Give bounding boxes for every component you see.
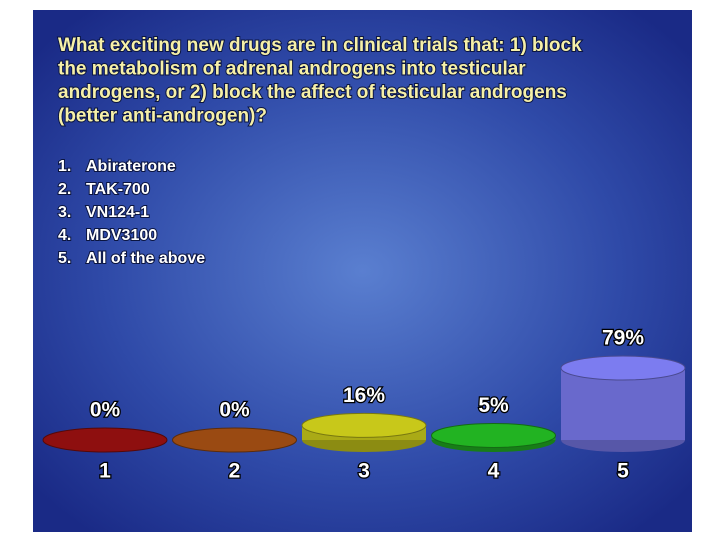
option-text: Abiraterone bbox=[86, 158, 176, 175]
value-label: 16% bbox=[343, 384, 385, 407]
value-label: 0% bbox=[219, 399, 250, 422]
option-number: 5. bbox=[58, 250, 71, 267]
cylinder-top bbox=[301, 412, 427, 438]
option-text: MDV3100 bbox=[86, 227, 157, 244]
category-label: 2 bbox=[229, 460, 241, 483]
option-text: VN124-1 bbox=[86, 204, 149, 221]
category-label: 1 bbox=[99, 460, 111, 483]
title-line: androgens, or 2) block the affect of tes… bbox=[58, 82, 567, 103]
category-label: 5 bbox=[617, 460, 629, 483]
option-number: 2. bbox=[58, 181, 71, 198]
category-label: 3 bbox=[358, 460, 370, 483]
option-number: 3. bbox=[58, 204, 71, 221]
title-line: (better anti-androgen)? bbox=[58, 106, 267, 127]
option-text: All of the above bbox=[86, 250, 205, 267]
category-label: 4 bbox=[488, 460, 500, 483]
option-number: 4. bbox=[58, 227, 71, 244]
cylinder-top bbox=[560, 355, 686, 381]
cylinder-top bbox=[431, 422, 556, 448]
cylinder-top bbox=[42, 427, 168, 453]
cylinder-top bbox=[172, 427, 297, 453]
option-text: TAK-700 bbox=[86, 181, 150, 198]
option-number: 1. bbox=[58, 158, 71, 175]
value-label: 5% bbox=[478, 394, 509, 417]
value-label: 79% bbox=[602, 327, 644, 350]
title-line: What exciting new drugs are in clinical … bbox=[58, 35, 582, 56]
title-line: the metabolism of adrenal androgens into… bbox=[58, 59, 526, 80]
value-label: 0% bbox=[90, 399, 121, 422]
